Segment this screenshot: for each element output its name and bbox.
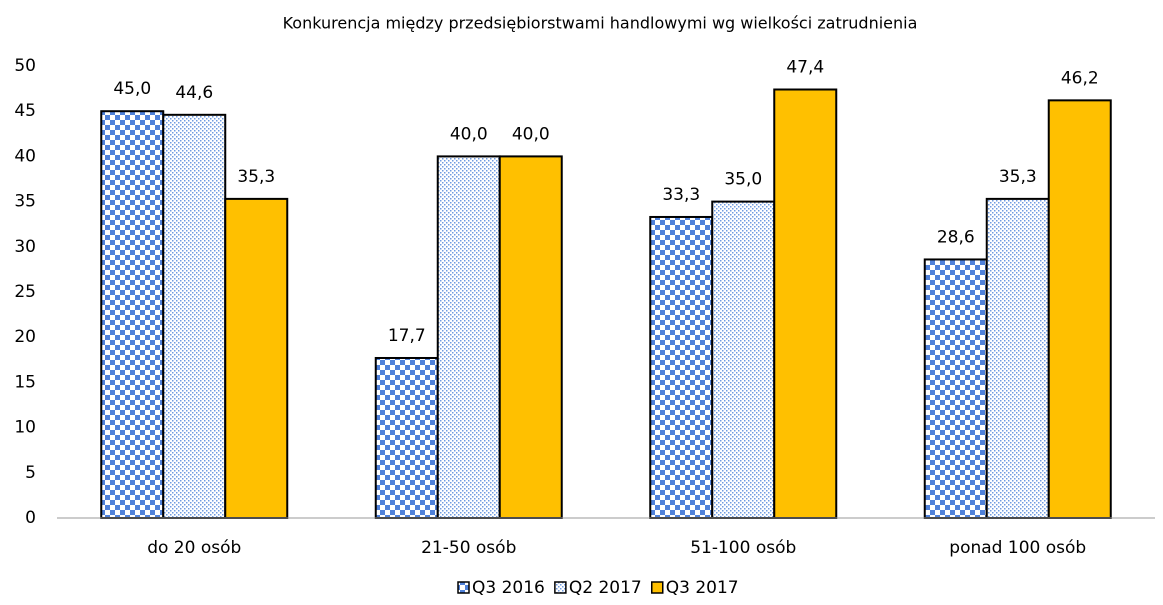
value-label: 35,0 — [724, 170, 762, 190]
y-tick-label: 15 — [14, 372, 36, 392]
x-tick-label: ponad 100 osób — [949, 538, 1086, 558]
y-tick-label: 35 — [14, 192, 36, 212]
bar — [985, 197, 1050, 519]
x-tick-label: 51-100 osób — [690, 538, 796, 558]
y-tick-label: 40 — [14, 146, 36, 166]
x-tick-label: 21-50 osób — [421, 538, 516, 558]
y-tick-label: 20 — [14, 327, 36, 347]
y-tick-label: 45 — [14, 101, 36, 121]
bar — [498, 155, 563, 519]
y-tick-label: 25 — [14, 282, 36, 302]
legend-marker — [457, 581, 470, 594]
value-label: 33,3 — [662, 185, 700, 205]
legend-label: Q3 2017 — [666, 578, 739, 598]
y-tick-label: 10 — [14, 418, 36, 438]
legend-marker — [554, 581, 567, 594]
y-tick-label: 0 — [25, 508, 36, 528]
value-label: 40,0 — [450, 124, 488, 144]
y-tick-label: 5 — [25, 463, 36, 483]
chart-title: Konkurencja między przedsiębiorstwami ha… — [283, 14, 918, 33]
value-label: 45,0 — [113, 79, 151, 99]
y-tick-label: 50 — [14, 56, 36, 76]
bar — [923, 258, 988, 519]
bar — [711, 200, 776, 519]
bar — [773, 88, 838, 519]
legend-label: Q3 2016 — [472, 578, 545, 598]
value-label: 17,7 — [388, 326, 426, 346]
value-label: 46,2 — [1061, 68, 1099, 88]
bar — [1047, 99, 1112, 520]
value-label: 28,6 — [937, 227, 975, 247]
value-label: 44,6 — [175, 83, 213, 103]
y-tick-label: 30 — [14, 237, 36, 257]
bar — [100, 110, 165, 519]
bar — [162, 113, 227, 519]
bar — [649, 215, 714, 520]
bar — [436, 155, 501, 519]
bar — [374, 356, 439, 519]
value-label: 35,3 — [237, 167, 275, 187]
bar — [224, 197, 289, 519]
legend-label: Q2 2017 — [569, 578, 642, 598]
value-label: 35,3 — [999, 167, 1037, 187]
value-label: 40,0 — [512, 124, 550, 144]
x-tick-label: do 20 osób — [147, 538, 241, 558]
value-label: 47,4 — [786, 58, 824, 78]
legend-marker — [651, 581, 664, 594]
